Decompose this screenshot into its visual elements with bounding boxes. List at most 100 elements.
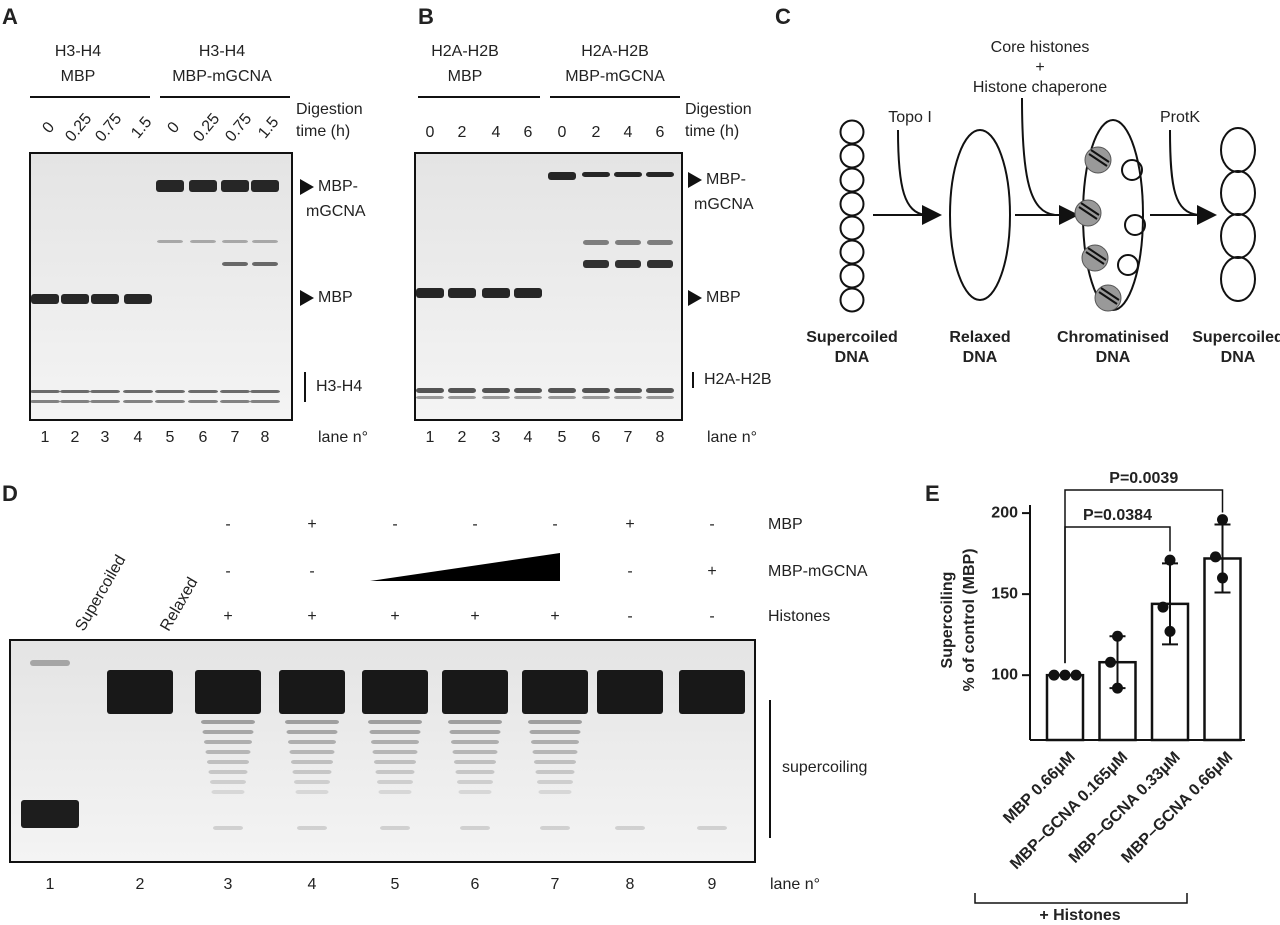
gel-band xyxy=(615,260,641,268)
gel-band xyxy=(615,826,645,830)
label: lane n° xyxy=(318,429,368,446)
gel-band xyxy=(442,670,508,714)
gel-band xyxy=(213,826,243,830)
data-point xyxy=(1164,625,1176,637)
gel-band xyxy=(220,390,250,393)
gel-band xyxy=(60,400,90,403)
stage-label: DNA xyxy=(1096,349,1131,366)
gel-band xyxy=(583,260,609,268)
gel-band xyxy=(369,730,421,734)
gel-band xyxy=(514,388,542,393)
sign: + xyxy=(223,608,232,625)
data-point xyxy=(1059,669,1071,681)
sign: - xyxy=(709,608,714,625)
gel-band xyxy=(294,780,330,784)
stage-label: Relaxed xyxy=(949,329,1010,346)
gel-band xyxy=(222,262,248,266)
gel-band xyxy=(291,760,333,764)
gel-band xyxy=(210,780,246,784)
gel-band xyxy=(362,670,428,714)
gel-band xyxy=(448,288,476,298)
p-value: P=0.0384 xyxy=(1083,507,1152,524)
lane-number: 2 xyxy=(136,876,145,893)
sign: - xyxy=(392,516,397,533)
stage-label: DNA xyxy=(835,349,870,366)
y-tick-label: 200 xyxy=(991,504,1018,521)
gel-band xyxy=(548,396,576,399)
panel-label: E xyxy=(925,481,940,506)
lane-number: 1 xyxy=(46,876,55,893)
gel-band xyxy=(204,740,252,744)
lane-number: 8 xyxy=(626,876,635,893)
gel-band xyxy=(190,240,216,243)
gel-band xyxy=(460,826,490,830)
data-point xyxy=(1070,669,1082,681)
label: lane n° xyxy=(707,429,757,446)
gel-band xyxy=(285,720,339,724)
diagram-c xyxy=(873,97,1217,311)
gel-band xyxy=(647,240,673,245)
marker-arrowhead xyxy=(300,179,314,195)
dna-loop xyxy=(839,167,865,193)
gel-band xyxy=(189,180,217,192)
label: H2A-H2B xyxy=(431,43,499,60)
gel-band xyxy=(380,826,410,830)
gel-band xyxy=(548,388,576,393)
gel-band xyxy=(482,388,510,393)
gel-band xyxy=(416,288,444,298)
gel-band xyxy=(195,670,261,714)
sign: - xyxy=(627,608,632,625)
gel-band xyxy=(540,826,570,830)
lane-number: 4 xyxy=(524,429,533,446)
sign: - xyxy=(472,516,477,533)
label: MBP xyxy=(61,68,96,85)
label: MBP xyxy=(448,68,483,85)
label: mGCNA xyxy=(306,203,366,220)
row-label: Histones xyxy=(768,608,830,625)
gel-band xyxy=(220,400,250,403)
group-label: + Histones xyxy=(1039,907,1120,924)
gel-band xyxy=(208,770,248,774)
gel-band xyxy=(448,720,502,724)
time-label: 6 xyxy=(656,124,665,141)
data-point xyxy=(1105,656,1116,668)
lane-number: 3 xyxy=(492,429,501,446)
gel-band xyxy=(292,770,332,774)
data-point xyxy=(1112,630,1123,642)
label: Core histones xyxy=(991,39,1090,56)
panel-label: B xyxy=(418,4,434,29)
lane-number: 7 xyxy=(624,429,633,446)
nucleosome-dna xyxy=(1085,251,1105,265)
comparison-bracket xyxy=(1064,489,1224,664)
gel-band xyxy=(30,660,70,666)
sign: + xyxy=(307,516,316,533)
label: MBP xyxy=(318,289,353,306)
gel-band xyxy=(90,390,120,393)
gel-band xyxy=(211,790,245,794)
dna-loop xyxy=(839,215,865,241)
nucleosome-dna xyxy=(1080,202,1100,216)
gel-band xyxy=(452,750,498,754)
time-label: 6 xyxy=(524,124,533,141)
gel-band xyxy=(374,760,416,764)
gel-band xyxy=(286,730,338,734)
data-point xyxy=(1164,554,1176,566)
gel-band xyxy=(372,750,418,754)
gel-band xyxy=(30,390,60,393)
sign: - xyxy=(309,563,314,580)
data-point xyxy=(1112,682,1123,694)
label: MBP-mGCNA xyxy=(172,68,272,85)
gel-band xyxy=(371,740,419,744)
gel-band xyxy=(295,790,329,794)
gel-band xyxy=(61,294,89,304)
dna-loop xyxy=(839,263,865,289)
gel-band xyxy=(614,172,642,177)
lane-number: 1 xyxy=(426,429,435,446)
label: Topo I xyxy=(888,109,932,126)
label: H2A-H2B xyxy=(704,371,772,388)
bar xyxy=(1045,673,1085,742)
concentration-wedge xyxy=(370,553,560,581)
gel-band xyxy=(251,180,279,192)
gel-band xyxy=(537,780,573,784)
gel-band xyxy=(416,388,444,393)
